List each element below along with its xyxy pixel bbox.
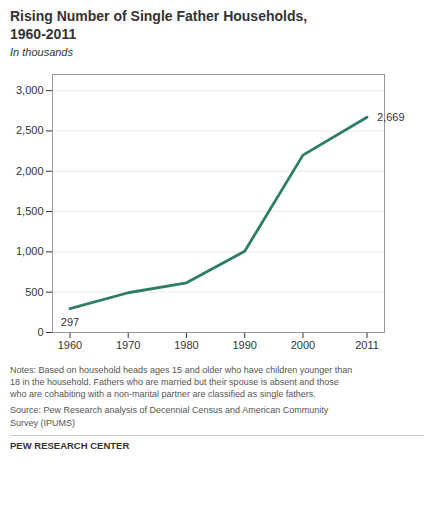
svg-text:1,000: 1,000: [16, 245, 44, 257]
html-text:PEW RESEARCH CENTER: PEW RESEARCH CENTER: [10, 439, 130, 451]
svg-text:500: 500: [25, 286, 43, 298]
html-text:In thousands: In thousands: [10, 46, 73, 58]
svg-text:2000: 2000: [291, 339, 315, 351]
svg-text:1,500: 1,500: [16, 205, 44, 217]
svg-text:1990: 1990: [232, 339, 256, 351]
svg-text:1970: 1970: [116, 339, 140, 351]
svg-text:2,669: 2,669: [377, 111, 405, 123]
svg-text:1960: 1960: [58, 339, 82, 351]
svg-text:0: 0: [37, 326, 43, 338]
svg-text:2011: 2011: [355, 339, 379, 351]
svg-text:2,000: 2,000: [16, 165, 44, 177]
html-text:Notes: Based on household head: Notes: Based on household heads ages 15 …: [10, 365, 353, 400]
svg-text:297: 297: [61, 316, 79, 328]
html-text:Source: Pew Research analysis: Source: Pew Research analysis of Decenni…: [10, 405, 329, 428]
svg-text:3,000: 3,000: [16, 84, 44, 96]
html-text:Rising Number of Single Father: Rising Number of Single Father Household…: [10, 8, 308, 42]
svg-text:1980: 1980: [174, 339, 198, 351]
svg-text:2,500: 2,500: [16, 124, 44, 136]
